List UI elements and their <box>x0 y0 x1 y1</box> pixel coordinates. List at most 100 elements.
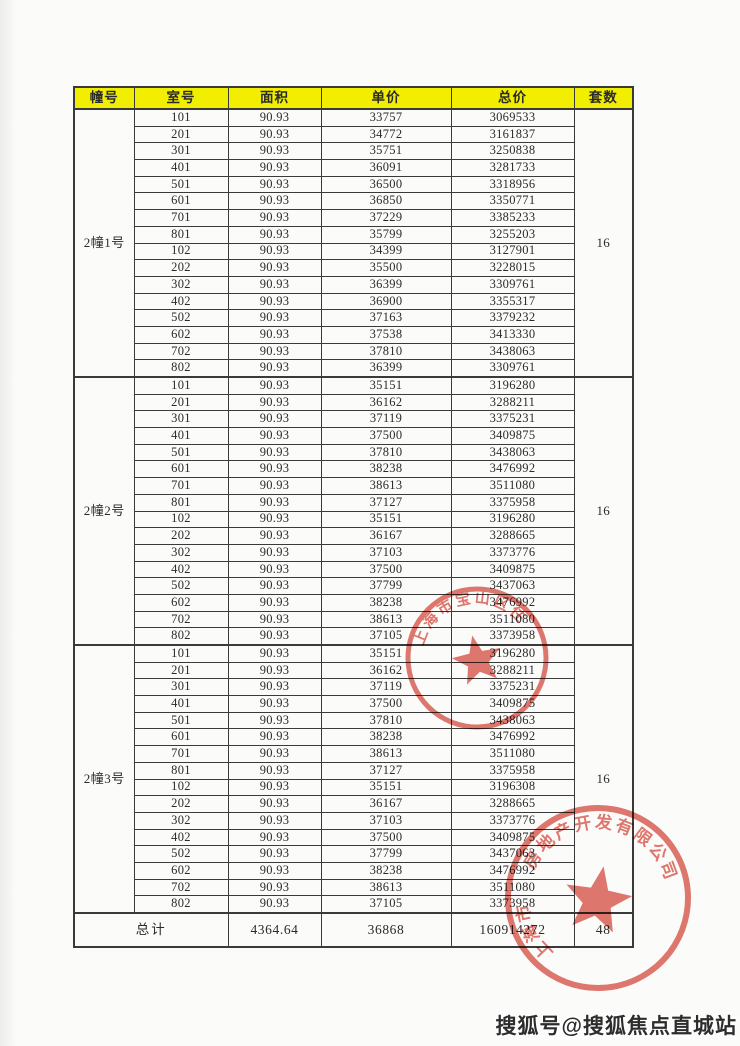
unit-count-cell: 16 <box>573 376 634 646</box>
area-cell: 90.93 <box>227 325 322 344</box>
table-row: 102 90.93 35151 3196308 <box>74 778 633 797</box>
unit-price-cell: 35151 <box>320 643 452 663</box>
room-cell: 502 <box>133 309 229 327</box>
unit-price-cell: 37500 <box>320 427 452 445</box>
table-row: 502 90.93 37799 3437063 <box>74 845 633 863</box>
total-price-cell: 3413330 <box>450 325 575 344</box>
area-cell: 90.93 <box>227 242 322 261</box>
table-header-row: 幢号 室号 面积 单价 总价 套数 <box>73 86 634 110</box>
unit-price-cell: 37105 <box>320 627 452 646</box>
total-unit-price-cell: 36868 <box>320 912 452 948</box>
room-cell: 802 <box>133 627 229 646</box>
table-row: 501 90.93 37810 3438063 <box>74 711 633 730</box>
total-price-cell: 3373958 <box>450 627 575 646</box>
room-cell: 301 <box>133 678 229 697</box>
area-cell: 90.93 <box>227 593 322 612</box>
room-cell: 102 <box>133 242 229 261</box>
total-price-cell: 3288211 <box>450 661 575 680</box>
total-count-cell: 48 <box>573 912 634 948</box>
header-area: 面积 <box>227 86 322 110</box>
area-cell: 90.93 <box>227 192 322 211</box>
area-cell: 90.93 <box>227 643 322 663</box>
unit-price-cell: 36162 <box>320 661 452 680</box>
unit-price-cell: 35151 <box>320 375 452 395</box>
total-price-cell: 3288665 <box>450 795 575 813</box>
unit-price-cell: 37538 <box>320 325 452 344</box>
room-cell: 101 <box>133 375 229 395</box>
unit-price-cell: 35799 <box>320 225 452 244</box>
total-price-cell: 3373776 <box>450 811 575 830</box>
table-row: 2幢3号 101 90.93 35151 3196280 16 <box>73 643 634 914</box>
room-cell: 201 <box>133 125 229 144</box>
area-cell: 90.93 <box>227 610 322 629</box>
table-row: 801 90.93 35799 3255203 <box>74 225 633 244</box>
unit-price-cell: 36162 <box>320 393 452 412</box>
total-price-cell: 3161837 <box>450 125 575 144</box>
table-row: 501 90.93 36500 3318956 <box>74 175 633 194</box>
area-cell: 90.93 <box>227 761 322 780</box>
table-row: 702 90.93 38613 3511080 <box>74 878 633 897</box>
area-cell: 90.93 <box>227 811 322 830</box>
unit-price-cell: 37799 <box>320 577 452 595</box>
area-cell: 90.93 <box>227 560 322 579</box>
total-price-cell: 3476992 <box>450 593 575 612</box>
room-cell: 602 <box>133 325 229 344</box>
table-row: 301 90.93 35751 3250838 <box>74 142 633 161</box>
unit-price-cell: 38613 <box>320 610 452 629</box>
total-price-cell: 3375231 <box>450 410 575 429</box>
area-cell: 90.93 <box>227 711 322 730</box>
total-price-cell: 3438063 <box>450 443 575 462</box>
total-price-cell: 3228015 <box>450 259 575 277</box>
area-cell: 90.93 <box>227 410 322 429</box>
unit-price-cell: 37119 <box>320 410 452 429</box>
total-price-cell: 3288211 <box>450 393 575 412</box>
total-price-cell: 3379232 <box>450 309 575 327</box>
table-row: 302 90.93 37103 3373776 <box>74 543 633 562</box>
room-cell: 801 <box>133 225 229 244</box>
total-price-cell: 3281733 <box>450 159 575 177</box>
room-cell: 402 <box>133 828 229 847</box>
area-cell: 90.93 <box>227 259 322 277</box>
room-cell: 501 <box>133 175 229 194</box>
unit-price-cell: 38613 <box>320 878 452 897</box>
header-building: 幢号 <box>73 86 135 110</box>
area-cell: 90.93 <box>227 845 322 863</box>
total-price-cell: 3511080 <box>450 610 575 629</box>
room-cell: 401 <box>133 695 229 713</box>
room-cell: 601 <box>133 460 229 479</box>
table-row: 501 90.93 37810 3438063 <box>74 443 633 462</box>
table-row: 2幢2号 101 90.93 35151 3196280 16 <box>73 375 634 646</box>
total-price-cell: 3409875 <box>450 695 575 713</box>
total-price-cell: 3355317 <box>450 292 575 311</box>
total-price-cell: 3309761 <box>450 359 575 378</box>
table-row: 402 90.93 36900 3355317 <box>74 292 633 311</box>
room-cell: 402 <box>133 292 229 311</box>
room-cell: 101 <box>133 107 229 127</box>
table-row: 702 90.93 38613 3511080 <box>74 610 633 629</box>
room-cell: 501 <box>133 711 229 730</box>
area-cell: 90.93 <box>227 159 322 177</box>
total-price-cell: 3476992 <box>450 460 575 479</box>
total-price-cell: 3385233 <box>450 209 575 227</box>
total-price-cell: 3438063 <box>450 342 575 361</box>
unit-price-cell: 37500 <box>320 828 452 847</box>
room-cell: 801 <box>133 493 229 512</box>
room-cell: 802 <box>133 359 229 378</box>
area-cell: 90.93 <box>227 477 322 495</box>
unit-price-cell: 36900 <box>320 292 452 311</box>
area-cell: 90.93 <box>227 107 322 127</box>
area-cell: 90.93 <box>227 393 322 412</box>
header-room: 室号 <box>133 86 229 110</box>
area-cell: 90.93 <box>227 427 322 445</box>
area-cell: 90.93 <box>227 309 322 327</box>
table-row: 602 90.93 38238 3476992 <box>74 593 633 612</box>
room-cell: 702 <box>133 610 229 629</box>
header-unit-price: 单价 <box>320 86 452 110</box>
unit-price-cell: 36167 <box>320 795 452 813</box>
room-cell: 602 <box>133 861 229 880</box>
unit-price-cell: 38238 <box>320 593 452 612</box>
total-price-cell: 3375958 <box>450 493 575 512</box>
unit-price-cell: 38238 <box>320 861 452 880</box>
table-row: 602 90.93 37538 3413330 <box>74 325 633 344</box>
table-row: 801 90.93 37127 3375958 <box>74 761 633 780</box>
